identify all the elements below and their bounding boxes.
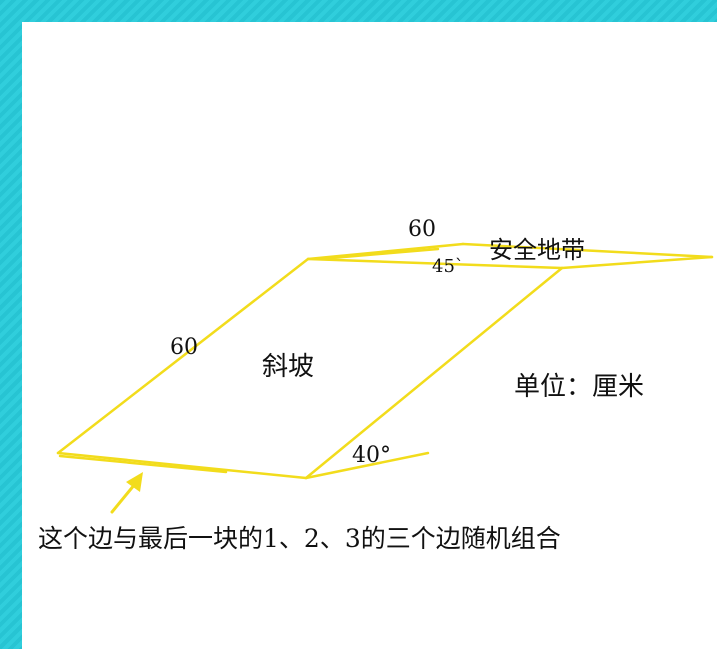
note-text: 这个边与最后一块的1、2、3的三个边随机组合 — [38, 524, 561, 553]
pointer-arrow — [110, 472, 143, 514]
safety-zone-top-edge-right — [461, 242, 714, 259]
angle-45-ray — [318, 247, 440, 261]
slope-bottom-edge-double — [58, 454, 228, 474]
top-length-label: 60 — [408, 217, 436, 242]
safety-zone-bottom-edge-right — [560, 255, 714, 270]
top-border-stripe — [0, 0, 717, 22]
left-border-stripe — [0, 0, 22, 649]
slope-label: 斜坡 — [262, 352, 314, 382]
slope-left-edge — [56, 257, 310, 455]
slope-bottom-edge — [56, 451, 308, 480]
angle-40-ray — [304, 451, 430, 480]
unit-label: 单位：厘米 — [514, 372, 644, 402]
safety-zone-bottom-edge-left — [306, 257, 564, 270]
top-angle-label: 45` — [432, 256, 464, 277]
left-length-label: 60 — [170, 335, 198, 360]
slope-right-edge — [304, 266, 564, 480]
safety-zone-top-edge-left — [306, 242, 465, 261]
safety-zone-label: 安全地带 — [489, 236, 585, 264]
bottom-angle-label: 40° — [352, 443, 391, 468]
